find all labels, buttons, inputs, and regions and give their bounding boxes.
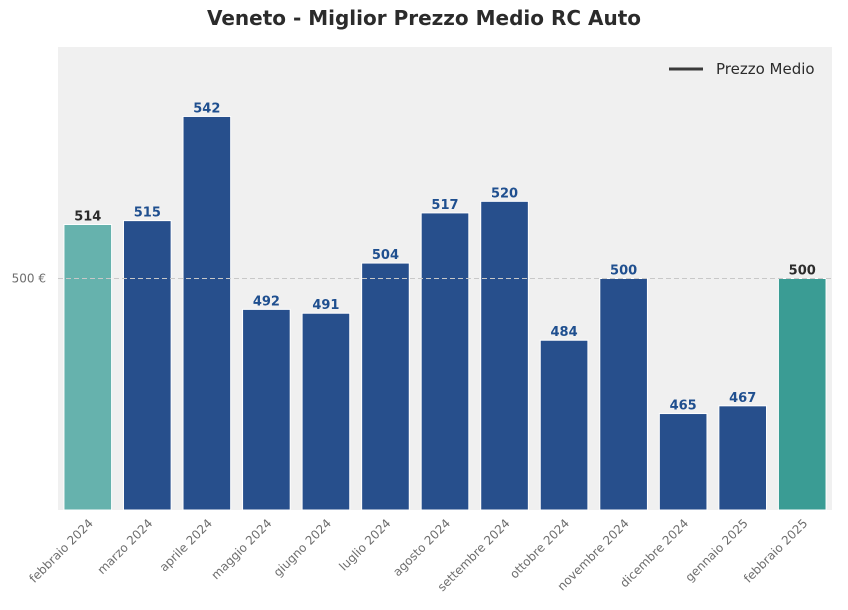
x-tick-label: ottobre 2024 <box>507 516 572 581</box>
bar-maggio-2024 <box>242 308 291 511</box>
bar-value-label: 515 <box>134 206 161 221</box>
bar-value-label: 467 <box>729 391 756 406</box>
bar-luglio-2024 <box>361 262 410 511</box>
bar-value-label: 492 <box>253 294 280 309</box>
bar-value-label: 514 <box>74 209 101 224</box>
x-tick-label: gennaio 2025 <box>683 516 751 584</box>
bar-value-label: 517 <box>431 198 458 213</box>
bar-value-label: 500 <box>610 264 637 279</box>
bar-agosto-2024 <box>420 212 470 511</box>
bar-aprile-2024 <box>182 115 232 511</box>
bar-value-label: 484 <box>551 325 578 340</box>
x-tick-label: maggio 2024 <box>209 516 275 582</box>
x-tick-label: giugno 2024 <box>271 516 334 579</box>
bar-value-labels: 514 515 542 492 491 504 517 520 484 500 465 467 500 <box>74 101 816 413</box>
bar-value-label: 520 <box>491 186 518 201</box>
bar-marzo-2024 <box>122 220 172 511</box>
x-tick-label: aprile 2024 <box>157 516 215 574</box>
bar-value-label: 491 <box>312 298 339 313</box>
x-tick-label: febbraio 2024 <box>26 516 95 585</box>
bar-novembre-2024 <box>599 278 648 511</box>
y-tick-labels: 500 € <box>12 272 46 286</box>
bar-value-label: 504 <box>372 248 399 263</box>
bar-value-label: 542 <box>193 101 220 116</box>
bar-settembre-2024 <box>480 200 529 511</box>
legend: Prezzo Medio <box>669 60 815 78</box>
bar-value-label: 465 <box>670 399 697 414</box>
bars <box>63 115 827 511</box>
bar-dicembre-2024 <box>658 413 708 511</box>
chart-title: Veneto - Miglior Prezzo Medio RC Auto <box>206 6 642 30</box>
bar-gennaio-2025 <box>718 405 768 511</box>
bar-value-label: 500 <box>789 264 816 279</box>
bar-febbraio-2025 <box>777 278 827 511</box>
y-tick-label: 500 € <box>12 272 46 286</box>
x-tick-label: luglio 2024 <box>336 516 393 573</box>
bar-giugno-2024 <box>301 312 351 511</box>
x-tick-label: marzo 2024 <box>95 516 156 577</box>
bar-febbraio-2024 <box>63 223 113 511</box>
x-tick-label: agosto 2024 <box>390 516 453 579</box>
x-tick-label: febbraio 2025 <box>741 516 810 585</box>
legend-label: Prezzo Medio <box>716 60 815 78</box>
bar-ottobre-2024 <box>539 339 589 511</box>
